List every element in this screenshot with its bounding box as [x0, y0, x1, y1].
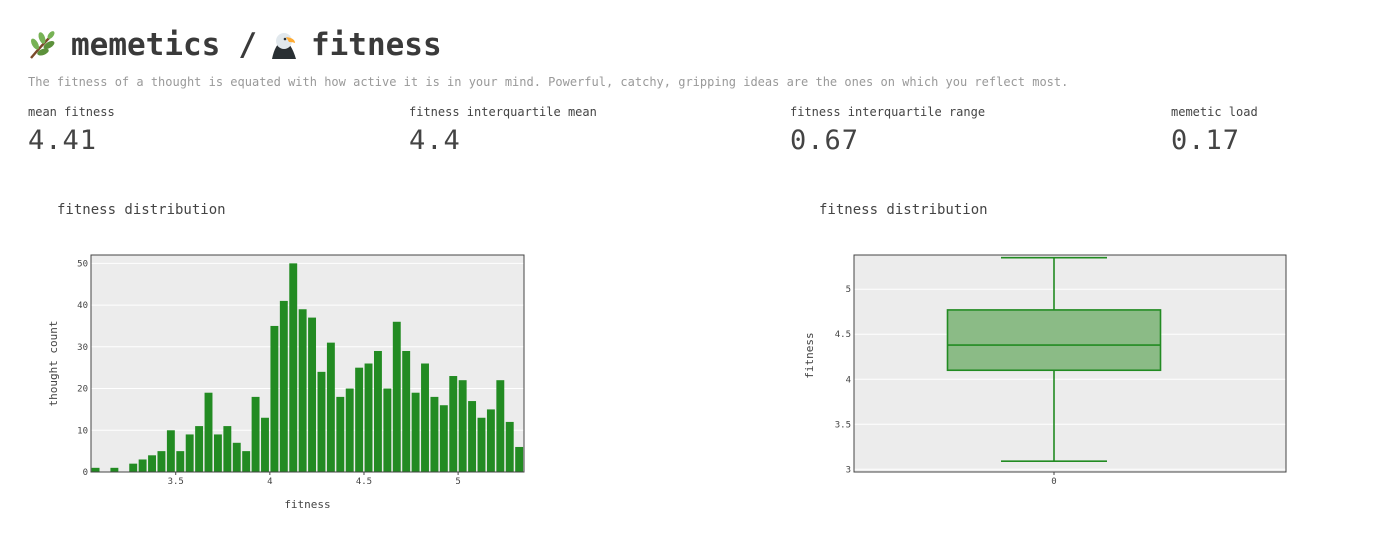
metric-label: mean fitness	[28, 105, 115, 119]
metric-fitness-iqr: fitness interquartile range 0.67	[790, 105, 985, 156]
metric-memetic-load: memetic load 0.17	[1171, 105, 1258, 156]
histogram-bar	[261, 417, 269, 472]
histogram-bar	[129, 463, 138, 472]
fitness-histogram: 0 10 20 30 40 50 3.5 4 4.5 5 fitness thought count	[47, 254, 525, 511]
y-tick-label: 3	[846, 465, 851, 475]
metric-mean-fitness: mean fitness 4.41	[28, 105, 115, 156]
histogram-bar	[449, 376, 458, 472]
histogram-bar	[195, 426, 204, 472]
y-axis-label: fitness	[803, 332, 816, 378]
histogram-bar	[430, 396, 439, 472]
plot-border	[90, 254, 525, 473]
histogram-bar	[496, 380, 505, 472]
metric-fitness-iqm: fitness interquartile mean 4.4	[409, 105, 597, 156]
histogram-bar	[317, 371, 326, 472]
x-tick-label: 3.5	[168, 477, 184, 487]
histogram-bar	[515, 446, 524, 472]
histogram-bar	[232, 442, 241, 472]
page-title: memetics / fitness	[27, 27, 442, 63]
metric-value: 0.17	[1171, 125, 1241, 156]
y-tick-label: 4	[846, 375, 851, 385]
histogram-bar	[298, 309, 307, 472]
fitness-boxplot: 3 3.5 4 4.5 5 0 fitness	[803, 254, 1287, 487]
metric-label: fitness interquartile mean	[409, 105, 597, 119]
plot-border	[853, 254, 1287, 473]
histogram-bar	[213, 434, 222, 472]
histogram-bar	[477, 417, 486, 472]
x-tick-label: 5	[455, 477, 460, 487]
histogram-bar	[373, 350, 382, 472]
histogram-bar	[308, 317, 317, 472]
y-tick-label: 4.5	[835, 330, 851, 340]
histogram-bar	[411, 392, 420, 472]
histogram-bar	[421, 363, 429, 472]
y-tick-label: 0	[83, 468, 88, 478]
histogram-bar	[468, 401, 477, 472]
histogram-bar	[251, 396, 260, 472]
histogram-bar	[336, 396, 345, 472]
histogram-bar	[270, 325, 279, 472]
title-left: memetics	[71, 27, 221, 63]
histogram-bar	[439, 405, 448, 472]
x-axis-label: fitness	[284, 498, 330, 511]
histogram-bar	[110, 467, 119, 472]
y-tick-label: 20	[77, 385, 88, 395]
histogram-bar	[505, 421, 514, 472]
histogram-bar	[204, 392, 213, 472]
histogram-bar	[458, 380, 467, 472]
y-tick-label: 50	[77, 259, 88, 269]
histogram-bar	[364, 363, 373, 472]
title-right: fitness	[310, 27, 442, 63]
y-tick-label: 30	[77, 343, 88, 353]
metric-label: memetic load	[1171, 105, 1258, 119]
histogram-bar	[176, 451, 185, 472]
y-tick-label: 5	[846, 285, 851, 295]
x-tick-label: 0	[1051, 477, 1056, 487]
histogram-bar	[402, 350, 411, 472]
metric-value: 4.41	[28, 125, 98, 156]
page-subtitle: The fitness of a thought is equated with…	[28, 75, 1069, 89]
histogram-bar	[355, 367, 364, 472]
histogram-bar	[185, 434, 194, 472]
metric-label: fitness interquartile range	[790, 105, 986, 119]
histogram-bar	[289, 263, 298, 472]
metric-value: 0.67	[790, 125, 860, 156]
histogram-bar	[166, 430, 175, 472]
histogram-title: fitness distribution	[57, 202, 226, 218]
title-separator: /	[238, 27, 257, 63]
histogram-bar	[148, 455, 156, 472]
boxplot-title: fitness distribution	[819, 202, 988, 218]
x-tick-label: 4	[267, 477, 272, 487]
histogram-bar	[279, 300, 288, 472]
herb-icon	[27, 30, 57, 60]
y-tick-label: 40	[77, 301, 88, 311]
histogram-bar	[223, 426, 232, 472]
y-axis-label: thought count	[47, 320, 60, 406]
eagle-icon	[269, 30, 299, 60]
y-tick-label: 3.5	[835, 420, 851, 430]
histogram-bar	[242, 451, 251, 472]
histogram-bar	[486, 409, 495, 472]
histogram-bar	[91, 467, 100, 472]
histogram-bar	[345, 388, 354, 472]
x-tick-label: 4.5	[356, 477, 372, 487]
histogram-bar	[138, 459, 147, 472]
metric-value: 4.4	[409, 125, 461, 156]
histogram-bar	[392, 321, 401, 472]
histogram-bar	[383, 388, 392, 472]
box-iqr	[946, 309, 1162, 372]
histogram-bar	[157, 451, 166, 472]
y-tick-label: 10	[77, 426, 88, 436]
histogram-bar	[326, 342, 335, 472]
